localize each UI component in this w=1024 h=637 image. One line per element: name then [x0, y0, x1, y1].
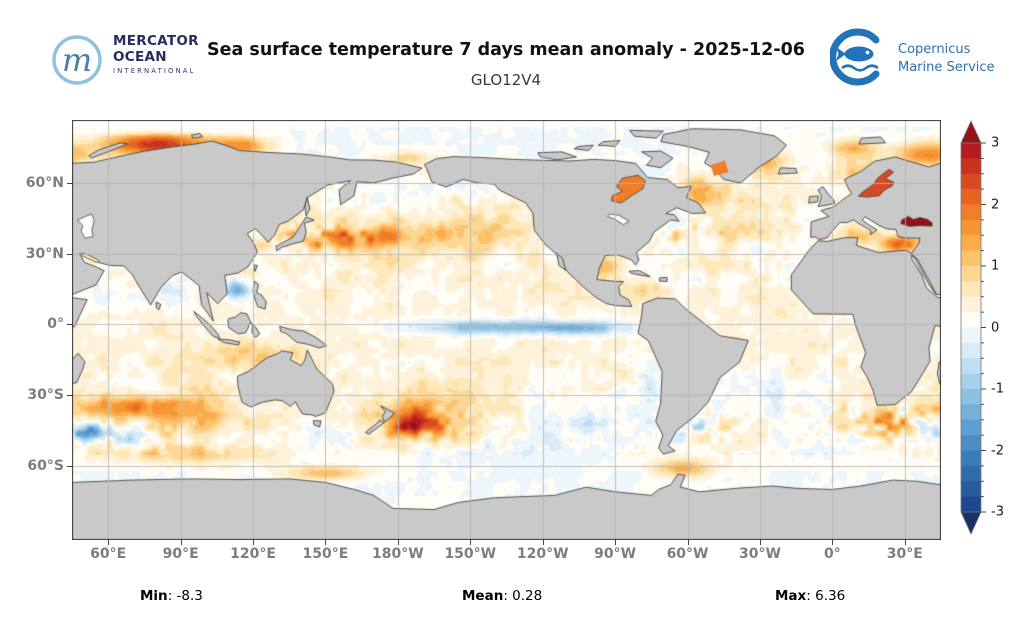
figure-subtitle: GLO12V4 [470, 71, 542, 89]
svg-text:m: m [62, 41, 92, 79]
x-axis-tickmark [397, 540, 399, 545]
x-axis-tickmark [542, 540, 544, 545]
x-tick-label: 30°E [886, 546, 923, 562]
x-axis-tickmark [108, 540, 110, 545]
colorbar-tick-label: 0 [991, 320, 1000, 335]
colorbar-svg [960, 120, 986, 535]
x-axis-tickmark [470, 540, 472, 545]
map-area [72, 120, 941, 540]
stat-mean-value: : 0.28 [503, 588, 543, 604]
colorbar-tick-label: -2 [991, 443, 1004, 458]
stat-max-label: Max [775, 588, 807, 604]
stat-max-value: : 6.36 [806, 588, 846, 604]
y-tick-label: 60°S [27, 457, 64, 474]
colorbar-tick-label: 1 [991, 258, 1000, 274]
copernicus-fish-icon [829, 27, 892, 91]
mercator-word-2: OCEAN [113, 48, 167, 65]
x-tick-label: 120°W [516, 546, 569, 562]
y-tick-label: 60°N [25, 174, 64, 191]
y-tick-label: 0° [47, 316, 64, 333]
colorbar-tick-label: 3 [991, 135, 1000, 151]
stat-mean-label: Mean [462, 588, 504, 604]
stat-min: Min: -8.3 [140, 588, 203, 604]
x-axis-tickmark [325, 540, 327, 545]
colorbar: 3 2 1 0 -1 -2 -3 [958, 118, 1018, 546]
colorbar-tick-label: -3 [991, 504, 1004, 520]
stat-min-value: : -8.3 [167, 588, 203, 604]
x-tick-label: 120°E [230, 546, 276, 562]
x-tick-label: 60°E [90, 546, 127, 562]
stat-min-label: Min [140, 588, 168, 604]
x-axis-tickmark [904, 540, 906, 545]
copernicus-logo: Copernicus Marine Service [829, 27, 995, 91]
mercator-m-icon: m [50, 31, 106, 91]
x-tick-label: 0° [824, 546, 841, 562]
x-axis-tickmark [180, 540, 182, 545]
stat-mean: Mean: 0.28 [462, 588, 542, 604]
x-axis-tickmark [687, 540, 689, 545]
x-tick-label: 30°W [738, 546, 781, 562]
world-map-canvas [72, 120, 941, 540]
y-tick-label: 30°N [25, 245, 64, 262]
x-tick-label: 60°W [666, 546, 709, 562]
x-tick-label: 150°E [302, 546, 349, 562]
mercator-word-1: MERCATOR [113, 33, 199, 49]
mercator-word-3: INTERNATIONAL [113, 67, 196, 75]
mercator-ocean-logo: m MERCATOR OCEAN INTERNATIONAL [50, 31, 199, 91]
x-axis-tickmark [615, 540, 617, 545]
copernicus-word-2: Marine Service [898, 60, 995, 75]
x-tick-label: 180°W [372, 546, 424, 562]
y-tick-label: 30°S [27, 387, 64, 404]
copernicus-word-1: Copernicus [898, 42, 971, 58]
x-tick-label: 150°W [444, 546, 497, 562]
colorbar-tick-label: -1 [991, 381, 1004, 397]
x-tick-label: 90°E [162, 546, 199, 562]
stat-max: Max: 6.36 [775, 588, 845, 604]
figure-title: Sea surface temperature 7 days mean anom… [207, 40, 805, 60]
x-tick-label: 90°W [594, 546, 637, 562]
colorbar-tick-label: 2 [991, 197, 1000, 212]
x-axis-tickmark [759, 540, 761, 545]
x-axis-tickmark [832, 540, 834, 545]
x-axis-tickmark [253, 540, 255, 545]
